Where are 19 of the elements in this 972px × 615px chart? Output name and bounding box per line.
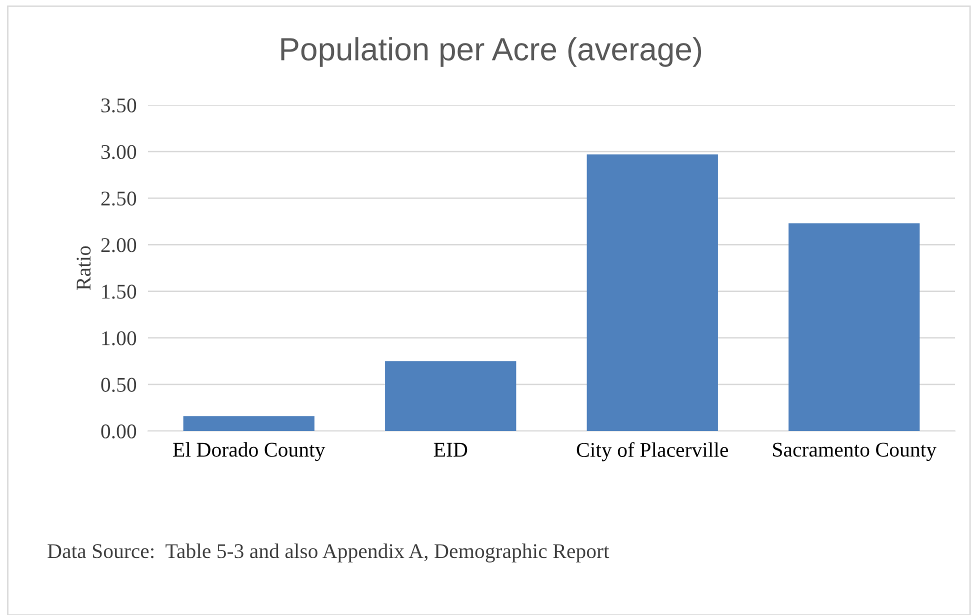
chart-title: Population per Acre (average): [281, 37, 702, 67]
y-tick-label: 2.00: [101, 238, 136, 252]
x-tick-label: Sacramento County: [773, 442, 936, 462]
y-axis-title: Ratio: [76, 246, 91, 290]
y-tick-label: 1.00: [102, 331, 136, 346]
bar: [183, 416, 314, 431]
y-tick-label: 2.50: [101, 192, 136, 206]
bar: [385, 361, 516, 431]
x-tick-label: EID: [434, 442, 468, 457]
source-note: Data Source: Table 5-3 and also Appendix A, Demographic Report: [48, 544, 610, 562]
x-tick-label: El Dorado County: [173, 442, 326, 462]
y-tick-label: 3.00: [101, 144, 136, 160]
bar: [788, 223, 920, 431]
y-tick-label: 1.50: [102, 284, 136, 299]
x-tick-label: City of Placerville: [576, 442, 728, 462]
y-tick-label: 0.50: [101, 378, 136, 392]
y-tick-label: 3.50: [101, 98, 136, 113]
y-tick-label: 0.00: [101, 424, 136, 439]
bar: [586, 154, 718, 431]
